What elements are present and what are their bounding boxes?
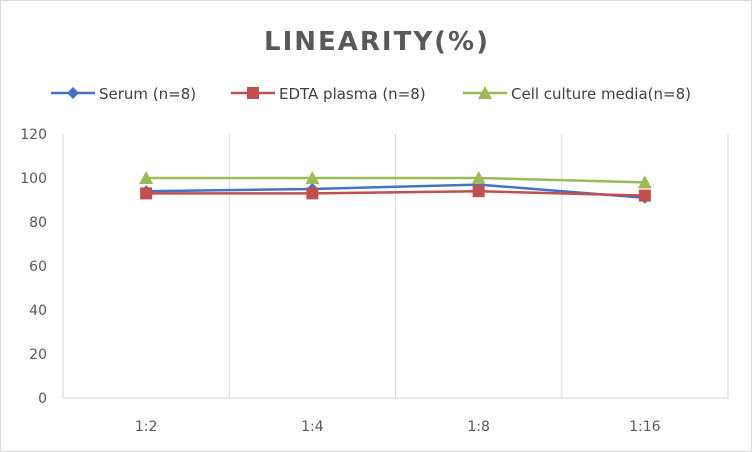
data-point-triangle bbox=[139, 171, 154, 184]
series-2 bbox=[140, 185, 651, 202]
axes: 0 20 40 60 80 100 120 1:2 1:4 1:8 1:16 bbox=[20, 127, 728, 435]
legend-marker bbox=[478, 86, 492, 99]
x-tick-label: 1:2 bbox=[135, 419, 158, 435]
y-tick-label: 20 bbox=[29, 347, 47, 363]
y-tick-label: 120 bbox=[20, 127, 47, 143]
data-point-triangle bbox=[637, 175, 652, 189]
legend: Serum (n=8) EDTA plasma (n=8) Cell culture… bbox=[51, 85, 691, 103]
data-point-triangle bbox=[305, 171, 320, 184]
series-line bbox=[146, 183, 645, 200]
legend-label: EDTA plasma (n=8) bbox=[279, 85, 426, 103]
data-point-square bbox=[638, 189, 651, 202]
legend-marker bbox=[67, 87, 79, 99]
legend-entry: Serum (n=8) bbox=[51, 85, 196, 103]
series-3 bbox=[139, 171, 652, 189]
data-point-triangle bbox=[471, 171, 486, 184]
data-point-square bbox=[140, 187, 153, 200]
y-tick-label: 0 bbox=[38, 391, 47, 407]
data-point-square bbox=[306, 187, 319, 200]
legend-marker bbox=[247, 87, 259, 99]
y-tick-label: 100 bbox=[20, 171, 47, 187]
y-tick-label: 40 bbox=[29, 303, 47, 319]
legend-entry: EDTA plasma (n=8) bbox=[231, 85, 426, 103]
y-tick-label: 80 bbox=[29, 215, 47, 231]
grid bbox=[62, 134, 729, 398]
legend-entry: Cell culture media(n=8) bbox=[463, 85, 691, 103]
legend-label: Cell culture media(n=8) bbox=[511, 85, 691, 103]
x-tick-label: 1:8 bbox=[467, 419, 490, 435]
y-tick-label: 60 bbox=[29, 259, 47, 275]
series-layer bbox=[139, 171, 652, 204]
data-point-square bbox=[472, 185, 485, 198]
series-line bbox=[146, 176, 645, 184]
series-line bbox=[146, 189, 645, 197]
chart-title: LINEARITY(%) bbox=[264, 27, 490, 57]
x-tick-label: 1:16 bbox=[629, 419, 661, 435]
legend-label: Serum (n=8) bbox=[99, 85, 196, 103]
x-tick-label: 1:4 bbox=[301, 419, 324, 435]
